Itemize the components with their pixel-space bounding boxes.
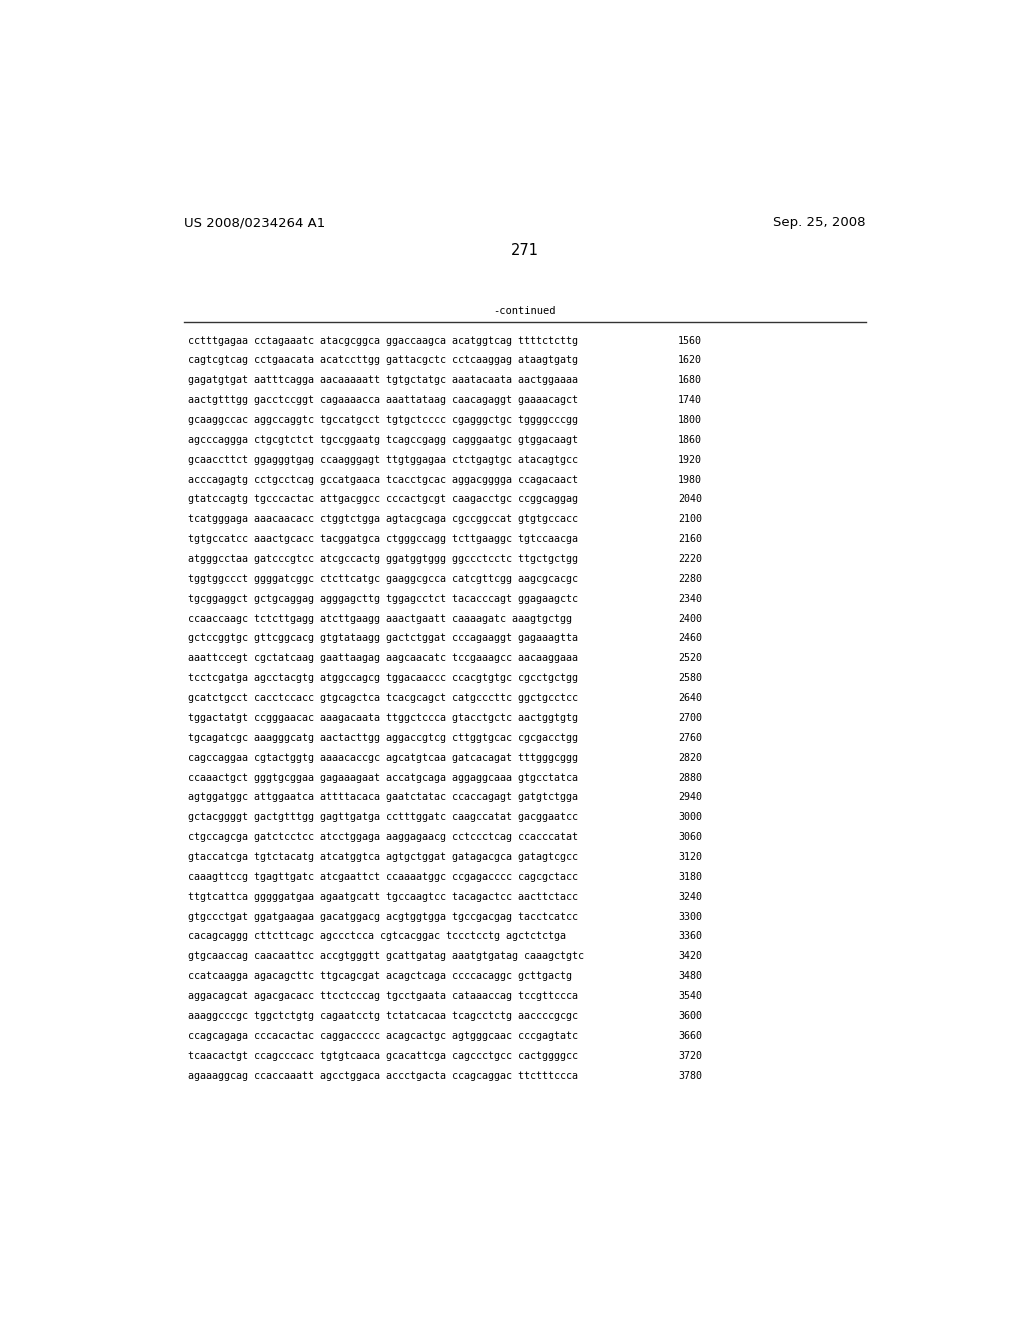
- Text: acccagagtg cctgcctcag gccatgaaca tcacctgcac aggacgggga ccagacaact: acccagagtg cctgcctcag gccatgaaca tcacctg…: [188, 475, 579, 484]
- Text: tgcagatcgc aaagggcatg aactacttgg aggaccgtcg cttggtgcac cgcgacctgg: tgcagatcgc aaagggcatg aactacttgg aggaccg…: [188, 733, 579, 743]
- Text: -continued: -continued: [494, 306, 556, 317]
- Text: tcaacactgt ccagcccacc tgtgtcaaca gcacattcga cagccctgcc cactggggcc: tcaacactgt ccagcccacc tgtgtcaaca gcacatt…: [188, 1051, 579, 1061]
- Text: 3360: 3360: [678, 932, 702, 941]
- Text: 3000: 3000: [678, 812, 702, 822]
- Text: aactgtttgg gacctccggt cagaaaacca aaattataag caacagaggt gaaaacagct: aactgtttgg gacctccggt cagaaaacca aaattat…: [188, 395, 579, 405]
- Text: tggactatgt ccgggaacac aaagacaata ttggctccca gtacctgctc aactggtgtg: tggactatgt ccgggaacac aaagacaata ttggctc…: [188, 713, 579, 723]
- Text: 3060: 3060: [678, 832, 702, 842]
- Text: aaattccegt cgctatcaag gaattaagag aagcaacatc tccgaaagcc aacaaggaaa: aaattccegt cgctatcaag gaattaagag aagcaac…: [188, 653, 579, 664]
- Text: aaaggcccgc tggctctgtg cagaatcctg tctatcacaa tcagcctctg aaccccgcgc: aaaggcccgc tggctctgtg cagaatcctg tctatca…: [188, 1011, 579, 1020]
- Text: gcaaccttct ggagggtgag ccaagggagt ttgtggagaa ctctgagtgc atacagtgcc: gcaaccttct ggagggtgag ccaagggagt ttgtgga…: [188, 454, 579, 465]
- Text: gagatgtgat aatttcagga aacaaaaatt tgtgctatgc aaatacaata aactggaaaa: gagatgtgat aatttcagga aacaaaaatt tgtgcta…: [188, 375, 579, 385]
- Text: aggacagcat agacgacacc ttcctcccag tgcctgaata cataaaccag tccgttccca: aggacagcat agacgacacc ttcctcccag tgcctga…: [188, 991, 579, 1001]
- Text: 2820: 2820: [678, 752, 702, 763]
- Text: tcctcgatga agcctacgtg atggccagcg tggacaaccc ccacgtgtgc cgcctgctgg: tcctcgatga agcctacgtg atggccagcg tggacaa…: [188, 673, 579, 684]
- Text: 1560: 1560: [678, 335, 702, 346]
- Text: agaaaggcag ccaccaaatt agcctggaca accctgacta ccagcaggac ttctttccca: agaaaggcag ccaccaaatt agcctggaca accctga…: [188, 1071, 579, 1081]
- Text: 2940: 2940: [678, 792, 702, 803]
- Text: 1860: 1860: [678, 434, 702, 445]
- Text: gcaaggccac aggccaggtc tgccatgcct tgtgctcccc cgagggctgc tggggcccgg: gcaaggccac aggccaggtc tgccatgcct tgtgctc…: [188, 414, 579, 425]
- Text: gtgccctgat ggatgaagaa gacatggacg acgtggtgga tgccgacgag tacctcatcc: gtgccctgat ggatgaagaa gacatggacg acgtggt…: [188, 912, 579, 921]
- Text: agcccaggga ctgcgtctct tgccggaatg tcagccgagg cagggaatgc gtggacaagt: agcccaggga ctgcgtctct tgccggaatg tcagccg…: [188, 434, 579, 445]
- Text: Sep. 25, 2008: Sep. 25, 2008: [773, 216, 866, 230]
- Text: 2040: 2040: [678, 495, 702, 504]
- Text: 2640: 2640: [678, 693, 702, 704]
- Text: gtatccagtg tgcccactac attgacggcc cccactgcgt caagacctgc ccggcaggag: gtatccagtg tgcccactac attgacggcc cccactg…: [188, 495, 579, 504]
- Text: 3120: 3120: [678, 851, 702, 862]
- Text: 3540: 3540: [678, 991, 702, 1001]
- Text: 1920: 1920: [678, 454, 702, 465]
- Text: 2160: 2160: [678, 535, 702, 544]
- Text: 3300: 3300: [678, 912, 702, 921]
- Text: ccaaccaagc tctcttgagg atcttgaagg aaactgaatt caaaagatc aaagtgctgg: ccaaccaagc tctcttgagg atcttgaagg aaactga…: [188, 614, 572, 623]
- Text: 2880: 2880: [678, 772, 702, 783]
- Text: caaagttccg tgagttgatc atcgaattct ccaaaatggc ccgagacccc cagcgctacc: caaagttccg tgagttgatc atcgaattct ccaaaat…: [188, 873, 579, 882]
- Text: tgcggaggct gctgcaggag agggagcttg tggagcctct tacacccagt ggagaagctc: tgcggaggct gctgcaggag agggagcttg tggagcc…: [188, 594, 579, 603]
- Text: gctacggggt gactgtttgg gagttgatga cctttggatc caagccatat gacggaatcc: gctacggggt gactgtttgg gagttgatga cctttgg…: [188, 812, 579, 822]
- Text: 2460: 2460: [678, 634, 702, 643]
- Text: gtgcaaccag caacaattcc accgtgggtt gcattgatag aaatgtgatag caaagctgtc: gtgcaaccag caacaattcc accgtgggtt gcattga…: [188, 952, 585, 961]
- Text: 2580: 2580: [678, 673, 702, 684]
- Text: cagccaggaa cgtactggtg aaaacaccgc agcatgtcaa gatcacagat tttgggcggg: cagccaggaa cgtactggtg aaaacaccgc agcatgt…: [188, 752, 579, 763]
- Text: 1680: 1680: [678, 375, 702, 385]
- Text: 3660: 3660: [678, 1031, 702, 1040]
- Text: 2700: 2700: [678, 713, 702, 723]
- Text: 271: 271: [511, 243, 539, 259]
- Text: US 2008/0234264 A1: US 2008/0234264 A1: [183, 216, 325, 230]
- Text: cctttgagaa cctagaaatc atacgcggca ggaccaagca acatggtcag ttttctcttg: cctttgagaa cctagaaatc atacgcggca ggaccaa…: [188, 335, 579, 346]
- Text: 3180: 3180: [678, 873, 702, 882]
- Text: 2340: 2340: [678, 594, 702, 603]
- Text: 2100: 2100: [678, 515, 702, 524]
- Text: ccagcagaga cccacactac caggaccccc acagcactgc agtgggcaac cccgagtatc: ccagcagaga cccacactac caggaccccc acagcac…: [188, 1031, 579, 1040]
- Text: agtggatggc attggaatca attttacaca gaatctatac ccaccagagt gatgtctgga: agtggatggc attggaatca attttacaca gaatcta…: [188, 792, 579, 803]
- Text: 1620: 1620: [678, 355, 702, 366]
- Text: tcatgggaga aaacaacacc ctggtctgga agtacgcaga cgccggccat gtgtgccacc: tcatgggaga aaacaacacc ctggtctgga agtacgc…: [188, 515, 579, 524]
- Text: cagtcgtcag cctgaacata acatccttgg gattacgctc cctcaaggag ataagtgatg: cagtcgtcag cctgaacata acatccttgg gattacg…: [188, 355, 579, 366]
- Text: ccaaactgct gggtgcggaa gagaaagaat accatgcaga aggaggcaaa gtgcctatca: ccaaactgct gggtgcggaa gagaaagaat accatgc…: [188, 772, 579, 783]
- Text: gtaccatcga tgtctacatg atcatggtca agtgctggat gatagacgca gatagtcgcc: gtaccatcga tgtctacatg atcatggtca agtgctg…: [188, 851, 579, 862]
- Text: 1980: 1980: [678, 475, 702, 484]
- Text: gcatctgcct cacctccacc gtgcagctca tcacgcagct catgcccttc ggctgcctcc: gcatctgcct cacctccacc gtgcagctca tcacgca…: [188, 693, 579, 704]
- Text: ttgtcattca gggggatgaa agaatgcatt tgccaagtcc tacagactcc aacttctacc: ttgtcattca gggggatgaa agaatgcatt tgccaag…: [188, 892, 579, 902]
- Text: 3780: 3780: [678, 1071, 702, 1081]
- Text: 2280: 2280: [678, 574, 702, 583]
- Text: ccatcaagga agacagcttc ttgcagcgat acagctcaga ccccacaggc gcttgactg: ccatcaagga agacagcttc ttgcagcgat acagctc…: [188, 972, 572, 981]
- Text: atgggcctaa gatcccgtcc atcgccactg ggatggtggg ggccctcctc ttgctgctgg: atgggcctaa gatcccgtcc atcgccactg ggatggt…: [188, 554, 579, 564]
- Text: 2760: 2760: [678, 733, 702, 743]
- Text: 1800: 1800: [678, 414, 702, 425]
- Text: 3420: 3420: [678, 952, 702, 961]
- Text: 3600: 3600: [678, 1011, 702, 1020]
- Text: 2220: 2220: [678, 554, 702, 564]
- Text: 3720: 3720: [678, 1051, 702, 1061]
- Text: 2520: 2520: [678, 653, 702, 664]
- Text: tggtggccct ggggatcggc ctcttcatgc gaaggcgcca catcgttcgg aagcgcacgc: tggtggccct ggggatcggc ctcttcatgc gaaggcg…: [188, 574, 579, 583]
- Text: cacagcaggg cttcttcagc agccctcca cgtcacggac tccctcctg agctctctga: cacagcaggg cttcttcagc agccctcca cgtcacgg…: [188, 932, 566, 941]
- Text: 1740: 1740: [678, 395, 702, 405]
- Text: gctccggtgc gttcggcacg gtgtataagg gactctggat cccagaaggt gagaaagtta: gctccggtgc gttcggcacg gtgtataagg gactctg…: [188, 634, 579, 643]
- Text: tgtgccatcc aaactgcacc tacggatgca ctgggccagg tcttgaaggc tgtccaacga: tgtgccatcc aaactgcacc tacggatgca ctgggcc…: [188, 535, 579, 544]
- Text: 2400: 2400: [678, 614, 702, 623]
- Text: ctgccagcga gatctcctcc atcctggaga aaggagaacg cctccctcag ccacccatat: ctgccagcga gatctcctcc atcctggaga aaggaga…: [188, 832, 579, 842]
- Text: 3480: 3480: [678, 972, 702, 981]
- Text: 3240: 3240: [678, 892, 702, 902]
